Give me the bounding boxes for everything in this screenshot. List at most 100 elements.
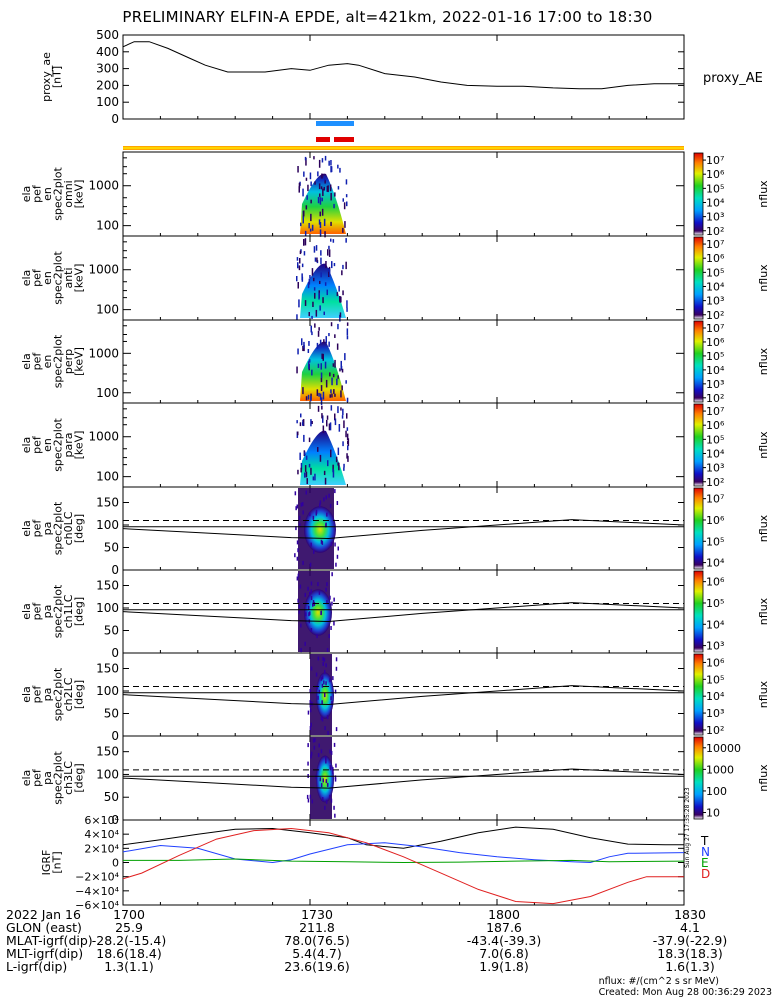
pitch-angle-pixel <box>309 512 311 517</box>
spectrogram-pixel <box>319 229 322 237</box>
spectrogram-pixel <box>309 228 312 232</box>
pitch-angle-pixel <box>326 715 329 720</box>
spectrogram-pixel <box>313 156 315 160</box>
colorbar-tick-label: 10² <box>706 392 724 405</box>
spectrogram-pixel <box>347 455 349 462</box>
spectrogram-pixel <box>322 391 325 400</box>
y-axis-label: [keV] <box>73 180 86 209</box>
ephemeris-label: GLON (east) <box>6 920 82 935</box>
loss-cone-solid <box>122 602 685 623</box>
spectrogram-pixel <box>346 413 348 419</box>
pitch-angle-pixel <box>318 689 321 694</box>
spectrogram-pixel <box>345 380 347 384</box>
pitch-angle-pixel <box>322 778 324 783</box>
spectrogram-pixel <box>343 202 346 210</box>
pitch-angle-pixel <box>334 777 337 782</box>
spectrogram-pixel <box>296 257 299 261</box>
spectrogram-pixel <box>334 393 336 397</box>
y-tick-label: 0 <box>111 729 119 743</box>
colorbar-tick-label: 10² <box>706 724 724 737</box>
spectrogram-pixel <box>310 213 312 222</box>
spectrogram-pixel <box>325 336 327 344</box>
spectrogram-pixel <box>346 300 348 308</box>
spectrogram-pixel <box>314 257 317 262</box>
pitch-angle-pixel <box>299 584 302 589</box>
spectrogram-pixel <box>339 296 341 303</box>
spectrogram-pixel <box>306 195 308 200</box>
spectrogram-pixel <box>320 272 322 278</box>
y-tick-label: 1000 <box>88 430 119 444</box>
spectrogram-pixel <box>308 312 310 317</box>
spectrogram-pixel <box>311 421 313 425</box>
y-tick-label: −2×10⁴ <box>75 871 119 884</box>
spectrogram-pixel <box>329 184 332 192</box>
pitch-angle-pixel <box>327 782 329 787</box>
spectrogram-pixel <box>332 469 335 478</box>
igrf-legend-N: N <box>701 845 710 859</box>
spectrogram-pixel <box>341 385 343 391</box>
spectrogram-pixel <box>330 449 332 458</box>
spectrogram-pixel <box>307 282 310 289</box>
spectrogram-pixel <box>342 264 344 270</box>
pitch-angle-pixel <box>335 562 337 567</box>
pitch-angle-pixel <box>309 611 311 616</box>
spectrogram-pixel <box>319 280 321 284</box>
colorbar-tick-label: 10⁷ <box>706 322 724 335</box>
pitch-angle-pixel <box>320 716 323 721</box>
spectrogram-pixel <box>298 265 301 271</box>
spectrogram-pixel <box>311 268 314 276</box>
panel-frame <box>122 151 685 237</box>
pitch-angle-pixel <box>323 657 326 662</box>
y-axis-label: [deg] <box>73 763 86 792</box>
y-axis-label: [deg] <box>73 680 86 709</box>
spectrogram-pixel <box>319 305 321 311</box>
ephemeris-value: 78.0(76.5) <box>284 933 350 948</box>
spectrogram-pixel <box>332 373 335 378</box>
spectrogram-pixel <box>320 186 323 190</box>
spectrogram-pixel <box>317 196 320 204</box>
pitch-angle-pixel <box>320 676 323 681</box>
spectrogram-pixel <box>328 271 330 278</box>
y-tick-label: 0 <box>112 857 119 870</box>
spectrogram-pixel <box>304 156 307 161</box>
pitch-angle-pixel <box>331 700 333 705</box>
pitch-angle-pixel <box>326 600 328 605</box>
y-axis-label: [keV] <box>73 264 86 293</box>
pitch-angle-pixel <box>326 582 328 587</box>
spectrogram-pixel <box>302 422 304 426</box>
spectrogram-pixel <box>316 342 319 349</box>
colorbar-tick-label: 10⁶ <box>706 514 725 527</box>
panel-frame <box>122 569 685 654</box>
y-axis-label: pef <box>31 602 44 621</box>
pitch-angle-pixel <box>328 493 330 498</box>
panel-frame <box>122 402 685 488</box>
pitch-angle-pixel <box>336 554 339 559</box>
ephemeris-value: 1.3(1.1) <box>104 959 154 974</box>
footer: nflux: #/(cm^2 s sr MeV) Created: Mon Au… <box>599 976 772 998</box>
y-axis-label: pa <box>41 522 54 536</box>
pitch-angle-pixel <box>308 605 310 610</box>
pitch-angle-pixel <box>320 749 323 754</box>
y-axis-label: pef <box>31 352 44 371</box>
spectrogram-pixel <box>323 311 325 316</box>
spectrogram-pixel <box>319 454 322 462</box>
pitch-angle-pixel <box>317 753 320 758</box>
pitch-angle-pixel <box>307 743 309 748</box>
spectrogram-blob <box>300 173 346 234</box>
spectrogram-pixel <box>298 182 301 189</box>
spectrogram-pixel <box>297 348 299 355</box>
pitch-angle-pixel <box>312 515 315 520</box>
spectrogram-pixel <box>321 197 323 202</box>
igrf-series-T <box>122 826 684 849</box>
y-axis-label: [deg] <box>73 514 86 543</box>
spectrogram-pixel <box>323 470 326 476</box>
pitch-angle-pixel <box>329 749 331 754</box>
colorbar-tick-label: 10⁷ <box>706 405 724 418</box>
spectrogram-pixel <box>302 387 304 395</box>
ephemeris-value: -37.9(-22.9) <box>652 933 728 948</box>
pitch-angle-pixel <box>310 722 312 727</box>
spectrogram-pixel <box>337 186 340 190</box>
spectrogram-pixel <box>300 467 302 473</box>
pitch-angle-pixel <box>318 590 321 595</box>
